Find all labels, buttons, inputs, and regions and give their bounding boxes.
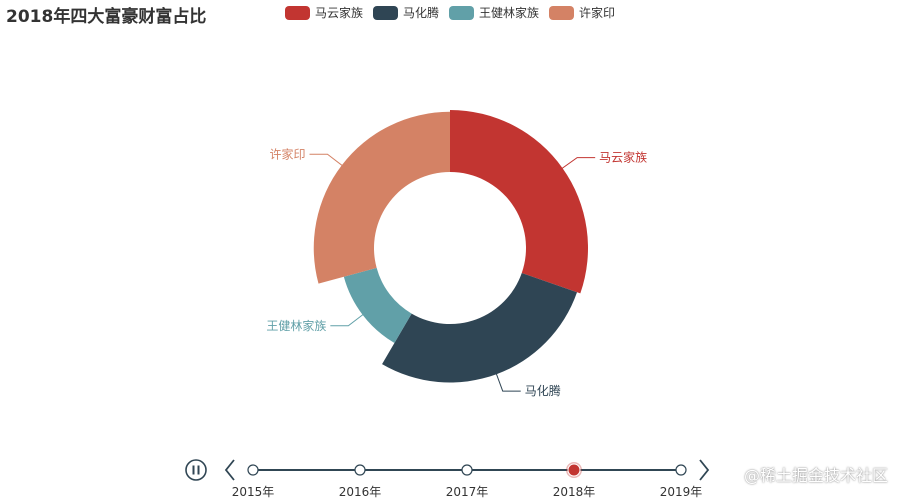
pie-label-line [309,153,344,167]
pie-label: 王健林家族 [266,318,326,333]
pie-label-line [560,157,596,170]
pie-slice[interactable] [343,267,412,343]
pie-label-line [495,372,521,392]
legend-label: 马云家族 [315,6,364,20]
legend-swatch [549,5,575,20]
timeline-prev-button[interactable] [220,458,238,482]
legend-label: 马化腾 [403,6,440,20]
legend-swatch [449,5,475,20]
timeline-label[interactable]: 2018年 [553,485,596,499]
legend: 马云家族 马化腾 王健林家族 许家印 [285,4,625,21]
legend-swatch [373,5,399,20]
pie-label: 马云家族 [599,150,647,165]
chevron-left-icon [224,459,235,481]
legend-item[interactable]: 许家印 [549,4,615,21]
chevron-right-icon [699,459,710,481]
timeline-point[interactable] [566,462,582,478]
pie-slice[interactable] [313,111,450,284]
pie-label: 许家印 [269,146,305,161]
chart-title: 2018年四大富豪财富占比 [6,7,207,27]
pie-label: 马化腾 [525,383,561,398]
timeline-point[interactable] [675,464,687,476]
legend-item[interactable]: 王健林家族 [449,4,539,21]
legend-label: 王健林家族 [479,6,540,20]
pie-slice[interactable] [450,110,588,294]
timeline-point[interactable] [354,464,366,476]
legend-item[interactable]: 马云家族 [285,4,363,21]
timeline-label[interactable]: 2016年 [339,485,382,499]
legend-swatch [285,5,310,20]
timeline-label[interactable]: 2019年 [660,485,703,499]
pause-icon [192,465,195,475]
legend-label: 许家印 [579,6,616,20]
timeline-next-button[interactable] [695,458,713,482]
watermark: @稀土掘金技术社区 [743,466,888,485]
timeline-play-button[interactable] [185,459,207,481]
timeline-point[interactable] [247,464,259,476]
pie-label-line [330,313,365,327]
legend-item[interactable]: 马化腾 [373,4,439,21]
timeline-label[interactable]: 2015年 [232,485,275,499]
timeline-label[interactable]: 2017年 [446,485,489,499]
timeline-point[interactable] [461,464,473,476]
pie-slice[interactable] [382,273,578,383]
